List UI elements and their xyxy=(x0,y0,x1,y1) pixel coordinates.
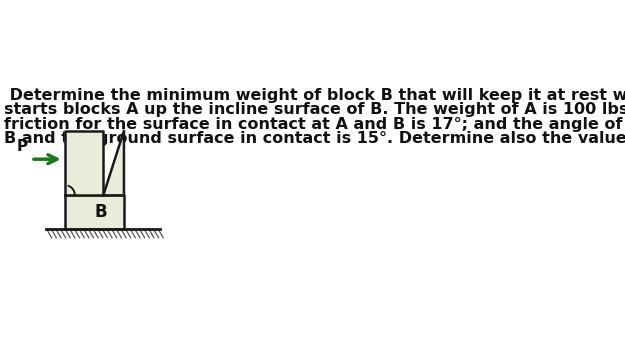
Polygon shape xyxy=(64,195,124,229)
Polygon shape xyxy=(103,131,124,195)
Text: P: P xyxy=(16,138,28,154)
Text: friction for the surface in contact at A and B is 17°; and the angle of friction: friction for the surface in contact at A… xyxy=(4,117,625,132)
Text: 30°: 30° xyxy=(76,173,102,187)
Text: B: B xyxy=(94,203,107,221)
Text: Determine the minimum weight of block B that will keep it at rest while a force : Determine the minimum weight of block B … xyxy=(4,88,625,103)
Text: A: A xyxy=(78,150,91,168)
Polygon shape xyxy=(64,131,103,195)
Text: starts blocks A up the incline surface of B. The weight of A is 100 lbs and the : starts blocks A up the incline surface o… xyxy=(4,102,625,118)
Text: B and the ground surface in contact is 15°. Determine also the value of P.: B and the ground surface in contact is 1… xyxy=(4,131,625,146)
